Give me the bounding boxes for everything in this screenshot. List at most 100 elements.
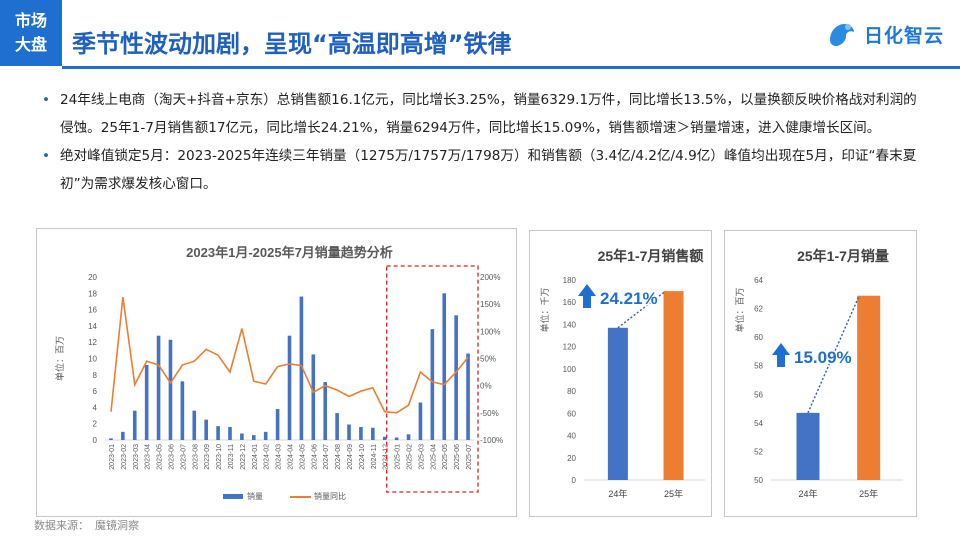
bar-sales-volume xyxy=(132,410,137,440)
y-tick-label: 80 xyxy=(567,387,576,396)
logo-text: 日化智云 xyxy=(864,24,945,47)
bar-sales-volume xyxy=(251,435,256,440)
bar-sales-volume xyxy=(442,293,447,440)
x-tick-label: 2023-01 xyxy=(109,444,116,470)
bar-sales-volume xyxy=(394,437,399,440)
y-tick-label: 60 xyxy=(754,333,763,342)
y-tick-label: 18 xyxy=(88,289,97,298)
chart-title: 25年1-7月销售额 xyxy=(598,248,704,264)
title-divider xyxy=(62,66,960,69)
x-tick-label: 2023-07 xyxy=(180,444,187,470)
growth-annotation: 15.09% xyxy=(794,348,852,367)
y2-tick-label: 100% xyxy=(480,327,500,336)
y2-tick-label: 150% xyxy=(480,300,500,309)
bar-sales-volume xyxy=(204,419,208,440)
x-tick-label: 2023-02 xyxy=(121,444,128,470)
bar-sales-volume xyxy=(466,353,470,440)
bar-sales-volume xyxy=(263,431,268,440)
bar-value xyxy=(663,291,684,480)
bar-sales-volume xyxy=(156,335,161,440)
bar-sales-volume xyxy=(299,296,304,440)
y-tick-label: 16 xyxy=(88,306,97,315)
source-label: 数据来源： xyxy=(34,519,89,532)
x-tick-label: 2023-11 xyxy=(228,444,235,469)
x-tick-label: 2025-05 xyxy=(442,444,449,470)
bar-value xyxy=(857,295,881,480)
bar-sales-volume xyxy=(168,339,173,440)
bar-value xyxy=(796,412,820,480)
y-tick-label: 0 xyxy=(93,436,98,445)
y-tick-label: 62 xyxy=(754,305,763,314)
x-tick-label: 2024-01 xyxy=(252,444,259,470)
x-tick-label: 2024-08 xyxy=(335,444,342,470)
x-tick-label: 2024-03 xyxy=(276,444,283,470)
bar-sales-volume xyxy=(109,438,113,440)
bullet-text: 24年线上电商（淘天+抖音+京东）总销售额16.1亿元，同比增长3.25%，销量… xyxy=(60,92,917,136)
x-tick-label: 2024-09 xyxy=(347,444,354,470)
y-tick-label: 20 xyxy=(88,273,97,282)
y-tick-label: 180 xyxy=(563,276,577,285)
x-tick-label: 2023-03 xyxy=(133,444,140,470)
bar-sales-volume xyxy=(347,424,351,440)
page-title: 季节性波动加剧，呈现“高温即高增”铁律 xyxy=(72,30,512,58)
brand-logo: 日化智云 xyxy=(826,20,944,48)
bar-sales-volume xyxy=(454,315,458,440)
x-tick-label: 25年 xyxy=(664,488,683,499)
bar-sales-volume xyxy=(371,427,375,440)
y-tick-label: 40 xyxy=(567,432,576,441)
bullet-dot-icon: • xyxy=(42,148,51,164)
bar-sales-volume xyxy=(311,354,316,440)
x-tick-label: 24年 xyxy=(608,488,627,499)
y-tick-label: 10 xyxy=(88,355,97,364)
sales-volume-chart-panel: 25年1-7月销量 单位：百万 50 52 54 56 58 60 62 64 24年 25年 15.0… xyxy=(724,230,917,517)
arrow-up-icon xyxy=(578,284,596,308)
bar-sales-volume xyxy=(180,381,185,440)
y-axis-label: 单位：百万 xyxy=(734,287,745,332)
y-tick-label: 120 xyxy=(563,343,577,352)
bullet-list: • 24年线上电商（淘天+抖音+京东）总销售额16.1亿元，同比增长3.25%，… xyxy=(36,86,926,198)
x-tick-label: 2025-07 xyxy=(466,444,473,470)
bar-sales-volume xyxy=(406,434,411,440)
y-tick-label: 64 xyxy=(754,276,763,285)
x-tick-label: 2025-01 xyxy=(395,444,402,470)
y-tick-label: 100 xyxy=(563,365,577,374)
y-tick-label: 8 xyxy=(93,371,98,380)
y-tick-label: 2 xyxy=(93,420,98,429)
bar-sales-volume xyxy=(430,329,435,440)
x-tick-label: 2023-05 xyxy=(157,444,164,470)
bar-sales-volume xyxy=(240,433,244,440)
y-tick-label: 58 xyxy=(754,362,763,371)
y-tick-label: 14 xyxy=(88,322,97,331)
x-tick-label: 2024-04 xyxy=(288,444,295,470)
bar-sales-volume xyxy=(418,402,423,440)
section-tag-line2: 大盘 xyxy=(14,35,47,54)
y2-tick-label: -100% xyxy=(480,436,503,445)
y-tick-label: 6 xyxy=(93,387,98,396)
x-tick-label: 2025-04 xyxy=(430,444,437,470)
x-tick-label: 2024-02 xyxy=(264,444,271,470)
bullet-item: • 24年线上电商（淘天+抖音+京东）总销售额16.1亿元，同比增长3.25%，… xyxy=(36,86,926,142)
section-tag-line1: 市场 xyxy=(14,11,47,30)
x-tick-label: 2024-05 xyxy=(299,444,306,470)
y-tick-label: 160 xyxy=(563,298,577,307)
x-tick-label: 2024-07 xyxy=(323,444,330,470)
legend-swatch-bar xyxy=(223,494,243,499)
y-axis-label: 单位：千万 xyxy=(539,287,550,332)
y-tick-label: 56 xyxy=(754,390,763,399)
bullet-dot-icon: • xyxy=(42,92,51,108)
x-tick-label: 2025-03 xyxy=(418,444,425,470)
bar-sales-volume xyxy=(382,436,387,440)
y2-tick-label: -50% xyxy=(480,409,499,418)
source-name: 魔镜洞察 xyxy=(95,519,139,532)
y-tick-label: 140 xyxy=(563,320,577,329)
chart-title: 25年1-7月销量 xyxy=(797,248,889,264)
y-tick-label: 54 xyxy=(754,419,763,428)
bar-value xyxy=(607,327,628,480)
y2-tick-label: 200% xyxy=(480,273,500,282)
trend-chart-panel: 2023年1月-2025年7月销量趋势分析 单位：百万 0 2 4 6 8 10 12 14 16 1… xyxy=(36,228,517,517)
y-tick-label: 60 xyxy=(567,409,576,418)
bar-sales-volume xyxy=(192,410,197,440)
x-tick-label: 2023-08 xyxy=(192,444,199,470)
bar-sales-volume xyxy=(335,413,339,440)
